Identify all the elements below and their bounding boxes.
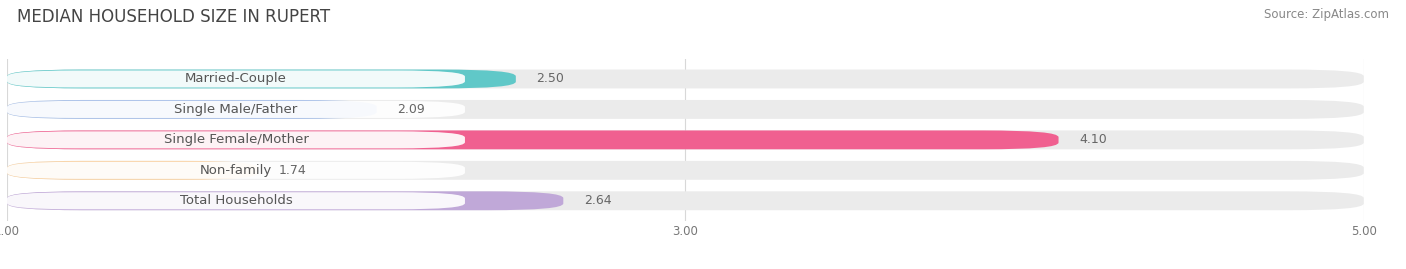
Text: Total Households: Total Households (180, 194, 292, 207)
Text: Married-Couple: Married-Couple (186, 72, 287, 86)
FancyBboxPatch shape (7, 162, 465, 179)
FancyBboxPatch shape (7, 161, 1364, 180)
FancyBboxPatch shape (7, 130, 1364, 149)
Text: Single Male/Father: Single Male/Father (174, 103, 298, 116)
Text: Non-family: Non-family (200, 164, 273, 177)
FancyBboxPatch shape (7, 100, 377, 119)
FancyBboxPatch shape (7, 191, 1364, 210)
Text: 2.09: 2.09 (396, 103, 425, 116)
FancyBboxPatch shape (7, 101, 465, 118)
Text: 2.50: 2.50 (536, 72, 564, 86)
FancyBboxPatch shape (7, 192, 465, 209)
Text: Source: ZipAtlas.com: Source: ZipAtlas.com (1264, 8, 1389, 21)
FancyBboxPatch shape (7, 131, 465, 148)
Text: 1.74: 1.74 (278, 164, 307, 177)
Text: Single Female/Mother: Single Female/Mother (163, 133, 308, 146)
Text: 2.64: 2.64 (583, 194, 612, 207)
FancyBboxPatch shape (7, 191, 564, 210)
FancyBboxPatch shape (7, 161, 259, 180)
Text: MEDIAN HOUSEHOLD SIZE IN RUPERT: MEDIAN HOUSEHOLD SIZE IN RUPERT (17, 8, 330, 26)
FancyBboxPatch shape (7, 70, 465, 87)
Text: 4.10: 4.10 (1078, 133, 1107, 146)
FancyBboxPatch shape (7, 100, 1364, 119)
FancyBboxPatch shape (7, 69, 1364, 89)
FancyBboxPatch shape (7, 69, 516, 89)
FancyBboxPatch shape (7, 130, 1059, 149)
